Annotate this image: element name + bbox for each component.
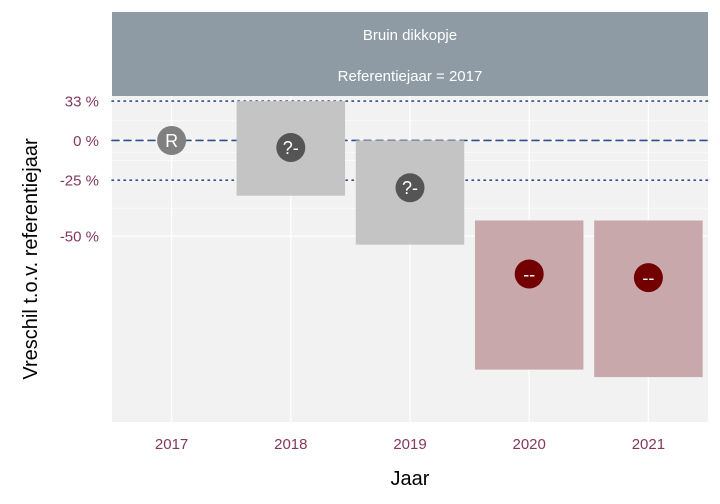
y-tick-label: 0 % xyxy=(73,133,99,150)
x-tick-labels: 2017 2018 2019 2020 2021 xyxy=(155,436,665,453)
y-tick-label: -25 % xyxy=(60,173,99,190)
estimate-marker xyxy=(157,125,187,155)
y-tick-label: 33 % xyxy=(65,94,99,111)
reference-lines xyxy=(111,100,709,181)
y-tick-labels: 33 % 0 % -25 % -50 % xyxy=(60,94,99,246)
confidence-interval-bar xyxy=(474,220,584,370)
x-tick-label: 2018 xyxy=(274,436,307,453)
facet-title: Bruin dikkopje xyxy=(363,27,457,44)
estimate-marker-label: ?- xyxy=(283,138,299,158)
estimate-marker-label: -- xyxy=(642,268,654,288)
estimate-marker xyxy=(395,173,425,203)
facet-strip xyxy=(112,12,708,96)
x-tick-label: 2020 xyxy=(513,436,546,453)
x-tick-label: 2019 xyxy=(393,436,426,453)
x-axis-title: Jaar xyxy=(391,468,430,490)
estimate-marker-label: R xyxy=(165,131,178,151)
estimate-marker xyxy=(514,259,544,289)
x-tick-label: 2017 xyxy=(155,436,188,453)
estimate-marker-label: -- xyxy=(523,264,535,284)
estimate-marker xyxy=(633,263,663,293)
estimate-marker xyxy=(276,133,306,163)
y-tick-label: -50 % xyxy=(60,229,99,246)
x-tick-label: 2021 xyxy=(632,436,665,453)
confidence-interval-bar xyxy=(594,220,703,378)
estimate-marker-label: ?- xyxy=(402,178,418,198)
y-axis-title: Vreschil t.o.v. referentiejaar xyxy=(20,138,42,380)
marker-layer: R ?- ?- -- -- xyxy=(157,125,663,293)
facet-subtitle: Referentiejaar = 2017 xyxy=(338,68,483,85)
